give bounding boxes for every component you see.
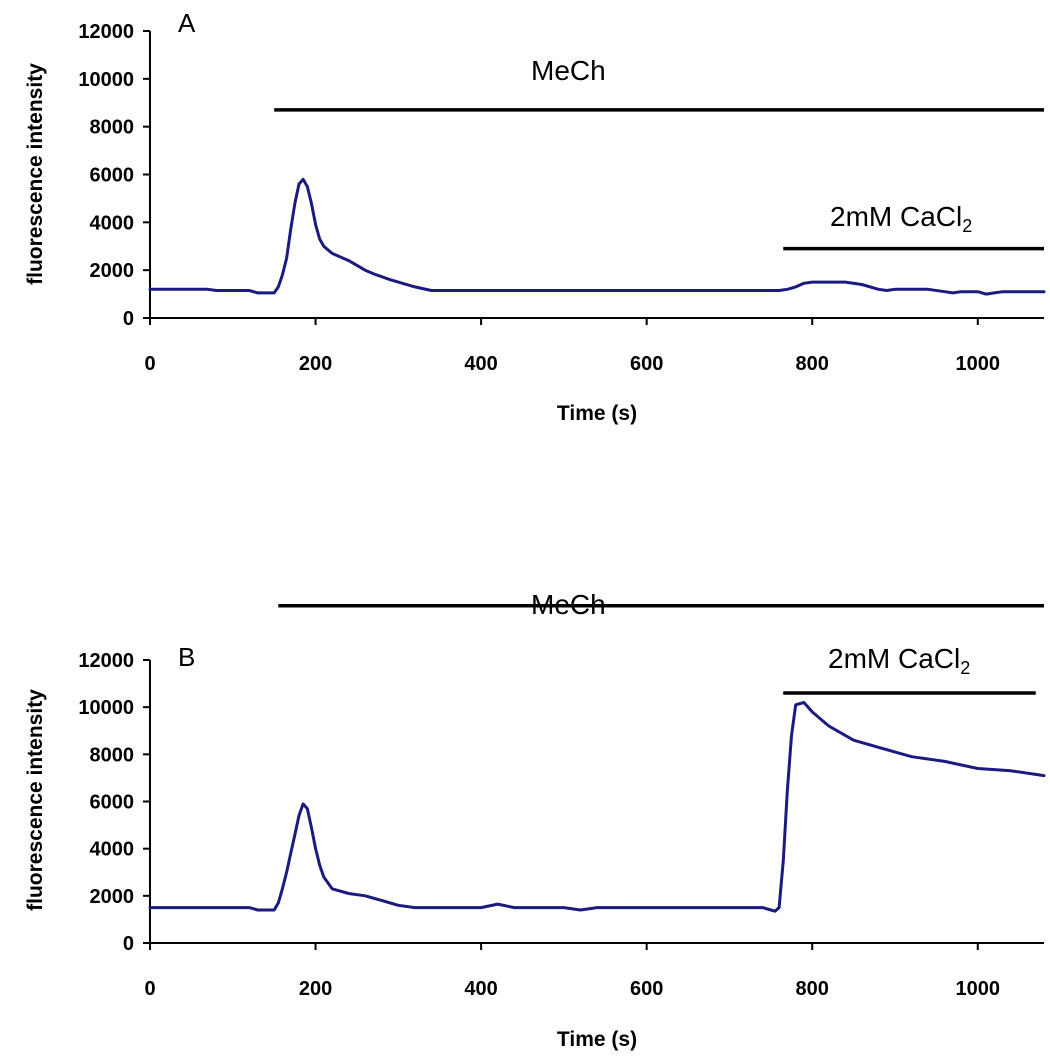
panel-b-label: B: [178, 642, 195, 672]
panel-a-x-tick-label: 800: [796, 353, 829, 375]
panel-b-x-tick-label: 800: [796, 978, 829, 1000]
panel-b-y-ticks: 0 2000 4000 6000 8000 10000 12000: [78, 650, 150, 955]
panel-a-trace: [148, 177, 1046, 296]
panel-a-y-tick-label: 8000: [90, 117, 135, 139]
panel-b-y-tick-label: 2000: [90, 886, 135, 908]
panel-a-y-tick-label: 6000: [90, 165, 135, 187]
panel-b-x-tick-label: 0: [144, 978, 155, 1000]
panel-a-cacl2-label-sub: 2: [962, 216, 972, 236]
panel-b: 0 2000 4000 6000 8000 10000 12000 0 200 400 600 80…: [24, 589, 1046, 1051]
panel-a-y-axis-title: fluorescence intensity: [24, 63, 47, 285]
panel-a-x-tick-label: 600: [630, 353, 663, 375]
panel-a-x-tick-label: 1000: [956, 353, 1001, 375]
panel-a-y-tick-label: 10000: [78, 69, 134, 91]
panel-b-x-tick-label: 400: [464, 978, 497, 1000]
panel-b-y-tick-label: 0: [123, 933, 134, 955]
panel-b-x-axis-title: Time (s): [557, 1028, 637, 1051]
panel-b-cacl2-label-sub: 2: [960, 658, 970, 678]
panel-b-y-tick-label: 8000: [90, 744, 135, 766]
panel-b-x-ticks: 0 200 400 600 800 1000: [144, 943, 1000, 1000]
panel-a-cacl2-label: 2mM CaCl2: [830, 201, 972, 236]
panel-a-x-tick-label: 0: [144, 353, 155, 375]
panel-b-x-tick-label: 1000: [956, 978, 1001, 1000]
panel-a-x-axis-title: Time (s): [557, 402, 637, 425]
panel-a-y-tick-label: 12000: [78, 21, 134, 43]
panel-b-y-tick-label: 10000: [78, 697, 134, 719]
panel-a-label: A: [178, 8, 196, 38]
panel-a-y-tick-label: 2000: [90, 260, 135, 282]
panel-b-mech-label: MeCh: [531, 589, 606, 620]
panel-a-cacl2-label-main: 2mM CaCl: [830, 201, 962, 232]
panel-a-y-tick-label: 4000: [90, 212, 135, 234]
panel-b-x-tick-label: 200: [299, 978, 332, 1000]
panel-b-trace: [148, 701, 1046, 913]
panel-b-cacl2-label-main: 2mM CaCl: [828, 643, 960, 674]
panel-a-y-tick-label: 0: [123, 308, 134, 330]
panel-a-y-ticks: 0 2000 4000 6000 8000 10000 12000: [78, 21, 150, 330]
panel-b-y-axis-title: fluorescence intensity: [24, 689, 47, 911]
panel-b-y-tick-label: 6000: [90, 792, 135, 814]
panel-a-x-ticks: 0 200 400 600 800 1000: [144, 318, 1000, 375]
panel-a-x-tick-label: 200: [299, 353, 332, 375]
panel-a-x-tick-label: 400: [464, 353, 497, 375]
panel-b-x-tick-label: 600: [630, 978, 663, 1000]
panel-a-mech-label: MeCh: [531, 55, 606, 86]
panel-a: 0 2000 4000 6000 8000 10000 12000 0 200 400 600 80…: [24, 8, 1046, 425]
panel-b-y-tick-label: 12000: [78, 650, 134, 672]
panel-b-cacl2-label: 2mM CaCl2: [828, 643, 970, 678]
panel-b-y-tick-label: 4000: [90, 839, 135, 861]
